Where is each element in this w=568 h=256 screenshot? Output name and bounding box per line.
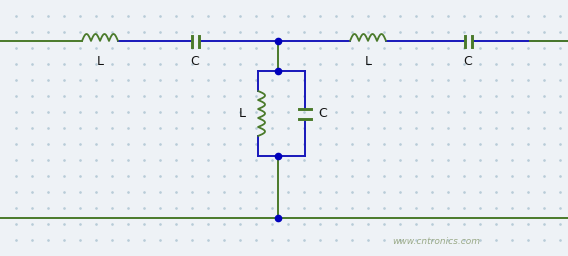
Text: C: C xyxy=(191,55,199,68)
Text: C: C xyxy=(463,55,473,68)
Text: L: L xyxy=(97,55,103,68)
Text: L: L xyxy=(239,107,245,120)
Text: L: L xyxy=(365,55,371,68)
Text: www.cntronics.com: www.cntronics.com xyxy=(392,237,480,246)
Text: C: C xyxy=(319,107,327,120)
